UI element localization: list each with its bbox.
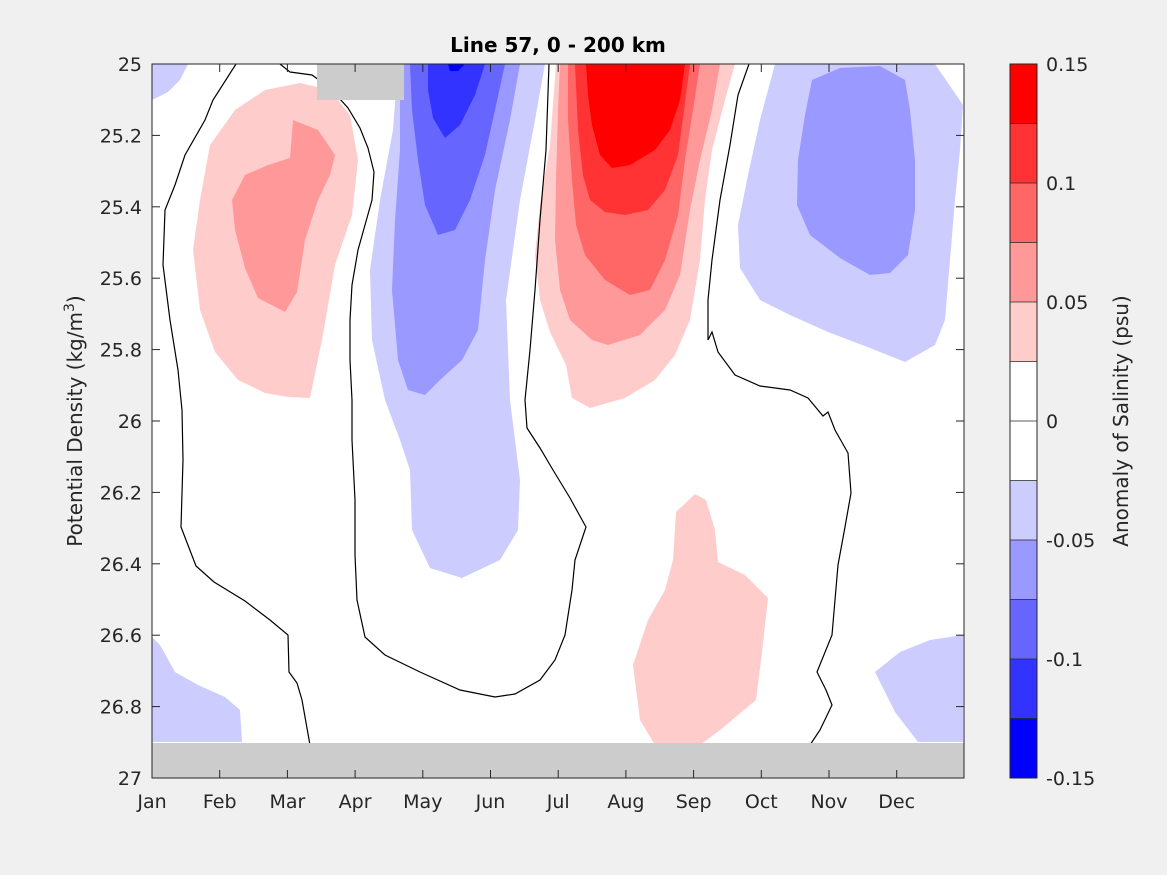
colorbar-level — [1010, 242, 1037, 303]
negative-anomaly-nov-dec-l2 — [797, 66, 915, 275]
x-tick-label: Jan — [136, 791, 166, 813]
colorbar-level — [1010, 183, 1037, 243]
colorbar-level — [1010, 540, 1037, 600]
negative-anomaly-dec-deep — [875, 635, 963, 742]
colorbar-label: Anomaly of Salinity (psu) — [1109, 295, 1133, 546]
x-tick-label: Sep — [676, 791, 712, 813]
x-tick-label: Jul — [546, 791, 570, 813]
y-tick-label: 25.4 — [100, 197, 142, 219]
colorbar-level — [1010, 421, 1037, 481]
negative-anomaly-may-l4 — [428, 64, 485, 138]
x-tick-label: May — [403, 791, 442, 813]
colorbar-level — [1010, 64, 1037, 124]
colorbar-level — [1010, 659, 1037, 719]
no-data-top-mar-apr — [317, 64, 404, 100]
x-tick-label: Oct — [745, 791, 778, 813]
y-tick-label: 26.4 — [100, 554, 142, 576]
y-tick-label: 26.8 — [100, 697, 142, 719]
colorbar-level — [1010, 302, 1037, 362]
colorbar-tick-label: -0.05 — [1046, 530, 1095, 552]
y-tick-label: 25.8 — [100, 340, 142, 362]
y-tick-label: 26 — [118, 411, 142, 433]
colorbar-level — [1010, 480, 1037, 541]
x-tick-label: Apr — [339, 791, 372, 813]
x-tick-label: Mar — [269, 791, 305, 813]
x-tick-label: Aug — [607, 791, 644, 813]
zero-contour-2 — [279, 64, 587, 698]
x-tick-label: Feb — [203, 791, 237, 813]
x-tick-label: Jun — [475, 791, 506, 813]
y-tick-label: 26.2 — [100, 482, 142, 504]
y-tick-label: 25 — [118, 54, 142, 76]
colorbar-level — [1010, 123, 1037, 184]
y-axis: 25 25.2 25.4 25.6 25.8 26 26.2 26.4 26.6 26.8 27 — [100, 54, 964, 790]
colorbar — [1010, 64, 1037, 779]
colorbar-tick-label: 0.15 — [1046, 54, 1088, 76]
colorbar-tick-label: -0.1 — [1046, 649, 1083, 671]
colorbar-level — [1010, 718, 1037, 779]
x-tick-label: Dec — [878, 791, 915, 813]
colorbar-level — [1010, 361, 1037, 422]
positive-anomaly-aug-l5 — [586, 64, 685, 168]
contour-fills — [152, 64, 963, 746]
x-tick-label: Nov — [810, 791, 847, 813]
x-axis: Jan Feb Mar Apr May Jun Jul Aug Sep Oct Nov Dec — [136, 64, 915, 813]
positive-anomaly-feb-mar-inner — [232, 120, 335, 312]
y-tick-label: 25.2 — [100, 125, 142, 147]
colorbar-ticks: 0.15 0.1 0.05 0 -0.05 -0.1 -0.15 — [1046, 54, 1095, 790]
colorbar-tick-label: -0.15 — [1046, 768, 1095, 790]
y-tick-label: 26.6 — [100, 625, 142, 647]
colorbar-level — [1010, 599, 1037, 660]
zero-contour-3 — [707, 64, 852, 746]
zero-contour-1 — [162, 64, 311, 746]
zero-contours — [162, 64, 852, 746]
positive-anomaly-sep-deep — [633, 494, 768, 745]
chart-title: Line 57, 0 - 200 km — [450, 33, 666, 57]
y-axis-label: Potential Density (kg/m3) — [62, 295, 87, 546]
y-tick-label: 25.6 — [100, 268, 142, 290]
colorbar-tick-label: 0 — [1046, 411, 1058, 433]
colorbar-frame — [1009, 63, 1038, 779]
negative-anomaly-may-l5 — [448, 64, 465, 71]
y-tick-label: 27 — [118, 768, 142, 790]
colorbar-tick-label: 0.05 — [1046, 292, 1088, 314]
negative-anomaly-jan-deep — [152, 637, 242, 742]
negative-anomaly-jan-top — [152, 64, 188, 100]
colorbar-tick-label: 0.1 — [1046, 173, 1076, 195]
